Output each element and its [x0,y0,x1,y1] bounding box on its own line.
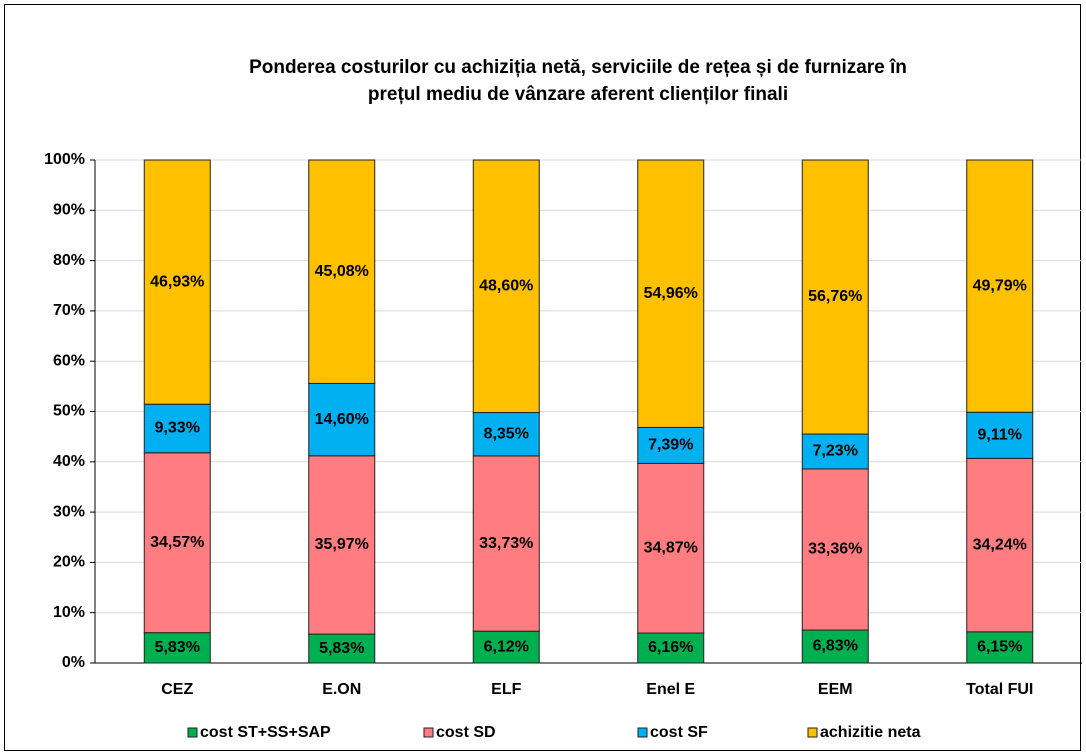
bar-segment [801,468,869,631]
bar-segment [143,159,211,405]
bar-segment [637,159,705,428]
x-tick-label: E.ON [322,681,361,698]
bar-segment [143,632,211,664]
data-label: 9,33% [155,420,200,437]
data-label: 7,39% [648,437,693,454]
chart-title: prețul mediu de vânzare aferent cliențil… [368,84,788,105]
data-label: 5,83% [319,640,364,657]
legend-label: cost SD [436,724,496,741]
data-label: 6,83% [813,638,858,655]
data-label: 54,96% [644,285,698,302]
bar-segment [308,455,376,635]
data-label: 35,97% [315,536,369,553]
data-label: 49,79% [973,277,1027,294]
data-label: 6,12% [484,638,529,655]
data-label: 5,83% [155,639,200,656]
legend-label: cost ST+SS+SAP [200,724,331,741]
data-label: 34,87% [644,539,698,556]
legend-swatch [637,727,648,738]
data-label: 33,73% [479,535,533,552]
legend-swatch [423,727,434,738]
bar-segment [637,462,705,634]
x-tick-label: EEM [818,681,853,698]
y-tick-label: 10% [53,604,85,621]
legend-label: cost SF [650,724,708,741]
data-label: 7,23% [813,443,858,460]
y-tick-label: 30% [53,503,85,520]
data-label: 9,11% [978,427,1022,444]
bar-segment [472,159,540,414]
bar-segment [966,159,1034,413]
data-label: 6,16% [648,639,693,656]
data-label: 33,36% [808,541,862,558]
data-label: 34,24% [973,536,1027,553]
y-tick-label: 40% [53,453,85,470]
legend-swatch [187,727,198,738]
data-label: 8,35% [484,425,529,442]
bar-segment [801,159,869,435]
bar-segment [472,412,540,457]
data-label: 45,08% [315,263,369,280]
x-tick-label: ELF [491,681,521,698]
y-tick-label: 0% [62,654,85,671]
bar-segment [472,630,540,664]
data-label: 46,93% [150,273,204,290]
y-tick-label: 20% [53,554,85,571]
y-tick-label: 70% [53,302,85,319]
bar-segment [801,433,869,470]
data-label: 34,57% [150,534,204,551]
x-tick-label: Total FUI [966,681,1033,698]
y-tick-label: 50% [53,403,85,420]
data-label: 6,15% [977,639,1022,656]
data-label: 56,76% [808,288,862,305]
y-tick-label: 90% [53,202,85,219]
y-tick-label: 80% [53,252,85,269]
legend-label: achizitie neta [820,724,921,741]
bar-segment [308,382,376,457]
x-tick-label: Enel E [646,681,695,698]
y-tick-label: 100% [44,151,85,168]
chart-title: Ponderea costurilor cu achiziția netă, s… [249,57,907,78]
data-label: 14,60% [315,411,369,428]
bar-segment [966,411,1034,459]
bar-segment [966,631,1034,664]
bar-segment [308,159,376,384]
y-tick-label: 60% [53,352,85,369]
bar-segment [637,426,705,464]
x-tick-label: CEZ [161,681,193,698]
legend-swatch [807,727,818,738]
data-label: 48,60% [479,277,533,294]
